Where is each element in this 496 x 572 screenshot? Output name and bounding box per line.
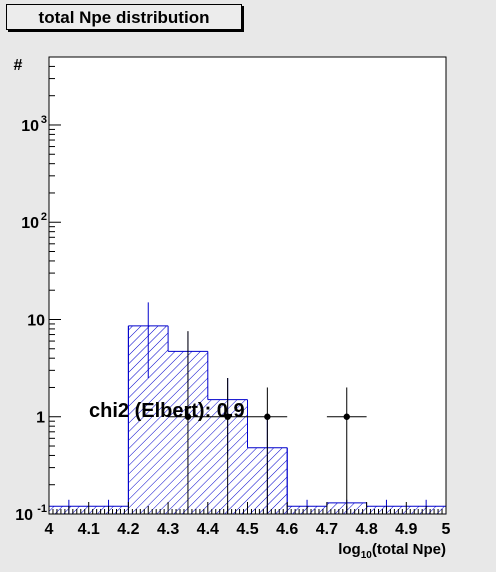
chart-title-box: total Npe distribution xyxy=(6,4,242,30)
data-point xyxy=(184,413,192,420)
x-tick-label: 4.8 xyxy=(355,521,377,538)
chart-title: total Npe distribution xyxy=(38,8,210,27)
x-tick-label: 4.1 xyxy=(78,521,100,538)
x-tick-label: 4.7 xyxy=(316,521,338,538)
x-tick-label: 4.2 xyxy=(117,521,139,538)
y-tick-label: 10 xyxy=(27,312,45,329)
y-tick-exponent: 3 xyxy=(41,114,47,126)
x-tick-label: 4 xyxy=(45,521,54,538)
x-tick-label: 4.5 xyxy=(236,521,258,538)
y-tick-exponent: 2 xyxy=(41,211,47,223)
x-tick-label: 4.4 xyxy=(197,521,219,538)
x-tick-label: 4.3 xyxy=(157,521,179,538)
y-tick-label: 10 xyxy=(15,507,33,524)
y-axis-label: # xyxy=(14,57,23,74)
x-tick-label: 5 xyxy=(442,521,451,538)
x-tick-label: 4.6 xyxy=(276,521,298,538)
y-tick-label: 10 xyxy=(21,215,39,232)
data-point xyxy=(224,413,231,420)
y-tick-label: 10 xyxy=(21,118,39,135)
y-tick-exponent: -1 xyxy=(37,503,47,515)
data-point xyxy=(343,413,350,420)
data-point xyxy=(264,413,271,420)
chi2-annotation: chi2 (Elbert): 0.9 xyxy=(89,400,245,422)
y-tick-label: 1 xyxy=(36,410,45,427)
x-tick-label: 4.9 xyxy=(395,521,417,538)
x-axis-label: log10(total Npe) xyxy=(338,541,446,561)
